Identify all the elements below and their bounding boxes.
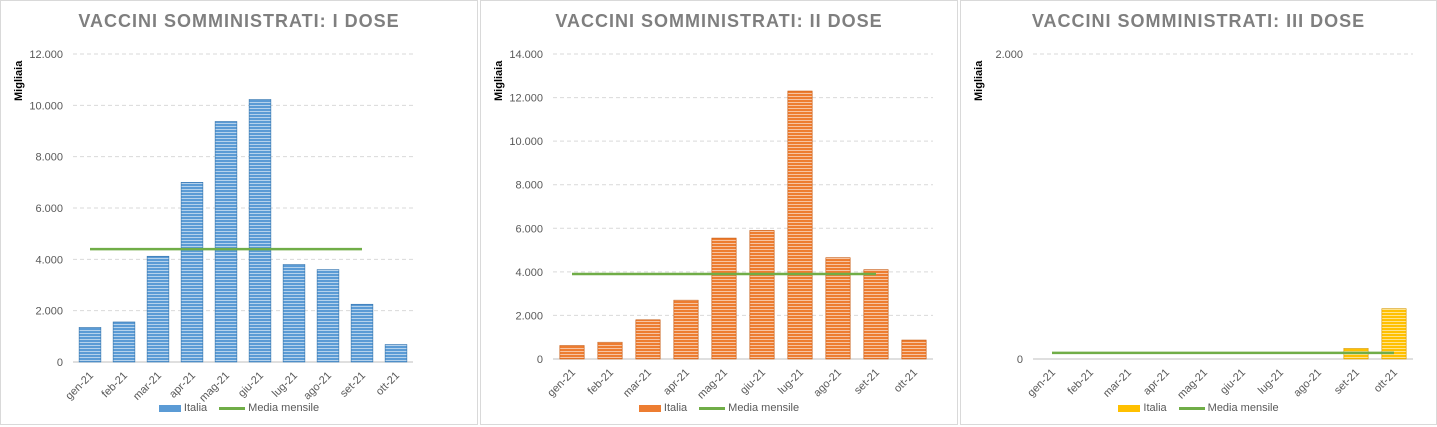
legend-label-media: Media mensile (1207, 402, 1279, 415)
x-tick-label: ott-21 (374, 370, 402, 398)
legend-swatch-media (219, 406, 246, 410)
y-tick-label: 10.000 (29, 100, 63, 112)
y-tick-label: 2.000 (995, 49, 1023, 61)
chart-legend: Italia Media mensile (1, 402, 477, 414)
x-tick-label: mag-21 (695, 367, 730, 402)
bar-apr-21 (673, 299, 699, 360)
x-tick-label: mag-21 (197, 370, 232, 405)
bar-feb-21 (597, 341, 623, 360)
bar-lug-21 (282, 264, 306, 363)
x-tick-label: ago-21 (1291, 367, 1324, 400)
chart-panel-dose-2: VACCINI SOMMINISTRATI: II DOSE Migliaia … (480, 0, 958, 425)
legend-swatch-media (1178, 406, 1205, 410)
x-tick-label: gen-21 (63, 370, 96, 403)
bar-gen-21 (78, 327, 102, 363)
y-tick-label: 2.000 (35, 306, 63, 318)
x-tick-label: set-21 (1332, 367, 1362, 397)
y-tick-label: 2.000 (515, 310, 543, 322)
x-tick-label: ott-21 (892, 367, 920, 395)
y-tick-label: 6.000 (35, 203, 63, 215)
y-tick-label: 12.000 (29, 49, 63, 61)
legend-label-italia: Italia (1143, 402, 1167, 415)
bar-ott-21 (1381, 308, 1407, 360)
legend-swatch-italia (1118, 404, 1141, 412)
x-tick-label: apr-21 (167, 370, 198, 401)
x-tick-label: gen-21 (1025, 367, 1058, 400)
x-tick-label: ott-21 (1372, 367, 1400, 395)
chart-plot: 0 2.000 4.000 6.000 8.000 10.000 12.000 14.000 g… (509, 49, 933, 402)
y-tick-label: 10.000 (509, 136, 543, 148)
x-tick-label: lug-21 (776, 367, 806, 397)
bar-ago-21 (316, 269, 340, 363)
chart-title: VACCINI SOMMINISTRATI: I DOSE (78, 11, 400, 31)
x-tick-label: feb-21 (100, 370, 131, 401)
x-tick-label: apr-21 (661, 367, 692, 398)
x-tick-label: gen-21 (545, 367, 578, 400)
y-tick-label: 8.000 (515, 180, 543, 192)
y-tick-label: 0 (57, 357, 63, 369)
y-tick-label: 4.000 (35, 254, 63, 266)
bar-gen-21 (559, 345, 585, 360)
x-tick-label: ago-21 (811, 367, 844, 400)
x-tick-label: lug-21 (270, 370, 300, 400)
chart-legend: Italia Media mensile (481, 402, 957, 414)
legend-label-italia: Italia (663, 402, 688, 415)
chart-legend: Italia Media mensile (961, 402, 1436, 414)
x-tick-label: lug-21 (1256, 367, 1286, 397)
legend-swatch-italia (158, 404, 181, 412)
chart-panel-dose-1: VACCINI SOMMINISTRATI: I DOSE Migliaia 0… (0, 0, 478, 425)
chart-plot: 0 2.000 gen-21 feb-21 mar-21 apr-21 mag-21 giu-… (995, 49, 1413, 402)
bar-feb-21 (112, 321, 136, 363)
bar-set-21 (350, 303, 374, 363)
x-tick-label: set-21 (338, 370, 368, 400)
bar-set-21 (863, 269, 889, 360)
x-tick-label: apr-21 (1141, 367, 1172, 398)
bar-giu-21 (749, 230, 775, 360)
legend-label-media: Media mensile (248, 402, 320, 415)
x-tick-label: mar-21 (131, 370, 164, 403)
x-tick-label: set-21 (852, 367, 882, 397)
y-tick-label: 12.000 (509, 93, 543, 105)
y-tick-label: 14.000 (509, 49, 543, 61)
bar-mar-21 (146, 255, 170, 363)
x-tick-label: mar-21 (621, 367, 654, 400)
x-tick-label: mag-21 (1175, 367, 1210, 402)
legend-swatch-media (699, 406, 726, 410)
y-tick-label: 0 (1017, 354, 1023, 366)
legend-label-italia: Italia (183, 402, 208, 415)
bar-mag-21 (711, 237, 737, 360)
y-tick-label: 4.000 (515, 267, 543, 279)
chart-title: VACCINI SOMMINISTRATI: III DOSE (1031, 11, 1366, 31)
bar-apr-21 (180, 182, 204, 363)
x-tick-label: feb-21 (1066, 367, 1097, 398)
legend-swatch-italia (638, 404, 661, 412)
y-tick-label: 6.000 (515, 223, 543, 235)
bar-mag-21 (214, 121, 238, 363)
x-tick-label: ago-21 (301, 370, 334, 403)
bar-giu-21 (248, 99, 272, 363)
x-tick-label: mar-21 (1101, 367, 1134, 400)
chart-title: VACCINI SOMMINISTRATI: II DOSE (555, 11, 883, 31)
chart-plot: 0 2.000 4.000 6.000 8.000 10.000 12.000 gen-21 f… (29, 49, 413, 405)
bar-mar-21 (635, 319, 661, 360)
bar-lug-21 (787, 90, 813, 360)
x-tick-label: feb-21 (586, 367, 617, 398)
x-tick-label: giu-21 (236, 370, 266, 400)
chart-panel-dose-3: VACCINI SOMMINISTRATI: III DOSE Migliaia… (960, 0, 1437, 425)
y-tick-label: 0 (537, 354, 543, 366)
bar-ott-21 (901, 339, 927, 360)
x-tick-label: giu-21 (1218, 367, 1248, 397)
legend-label-media: Media mensile (728, 402, 800, 415)
y-tick-label: 8.000 (35, 152, 63, 164)
x-tick-label: giu-21 (738, 367, 768, 397)
bar-ott-21 (384, 344, 408, 363)
